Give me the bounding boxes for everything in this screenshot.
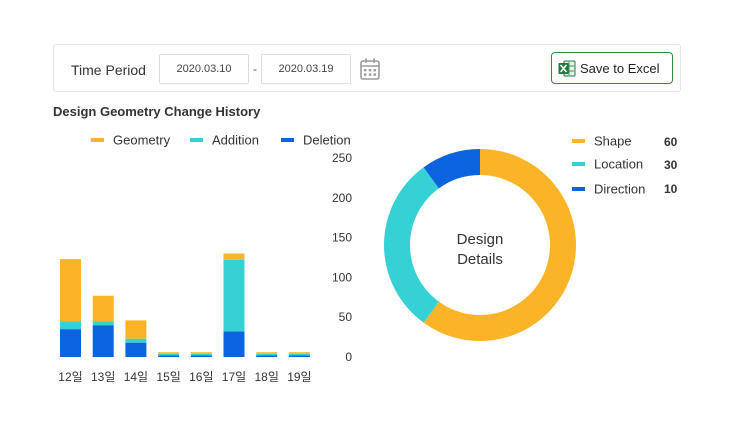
excel-icon [558, 60, 576, 77]
y-tick-label: 200 [332, 191, 352, 205]
donut-legend-shape-value: 60 [664, 135, 678, 149]
x-tick-label: 17일 [222, 370, 246, 384]
filter-bar: Time Period 2020.03.10 - 2020.03.19 Save… [53, 44, 681, 92]
bar-segment-geometry [288, 352, 310, 354]
donut-legend-direction: Direction [572, 181, 645, 197]
legend-geometry: Geometry [91, 132, 170, 148]
legend-deletion-label: Deletion [303, 132, 351, 148]
y-tick-label: 0 [345, 350, 352, 364]
donut-legend-location-swatch [572, 161, 585, 166]
donut-slice-shape [423, 149, 576, 341]
bar-segment-deletion [256, 355, 278, 357]
start-date-input[interactable]: 2020.03.10 [159, 54, 249, 84]
bar-segment-geometry [223, 253, 245, 260]
bar-segment-addition [288, 353, 310, 356]
bar-segment-addition [223, 259, 245, 332]
y-tick-label: 150 [332, 231, 352, 245]
legend-deletion: Deletion [281, 132, 351, 148]
donut-legend-direction-value: 10 [664, 182, 678, 196]
bar-segment-addition [92, 321, 114, 326]
donut-center-line-2: Details [457, 251, 503, 268]
x-tick-label: 15일 [156, 370, 180, 384]
donut-slice-location [384, 167, 439, 323]
legend-geometry-label: Geometry [113, 132, 171, 148]
bar-segment-deletion [125, 342, 147, 357]
bar-segment-addition [256, 353, 278, 356]
y-tick-label: 50 [339, 310, 353, 324]
donut-legend-location-value: 30 [664, 158, 678, 172]
legend-addition-swatch [190, 137, 203, 142]
bar-segment-deletion [158, 355, 180, 357]
x-tick-label: 18일 [255, 370, 279, 384]
donut-legend-direction-swatch [572, 186, 585, 191]
x-tick-label: 16일 [189, 370, 213, 384]
bar-segment-deletion [190, 355, 212, 357]
bar-segment-geometry [92, 295, 114, 322]
legend-addition-label: Addition [212, 132, 259, 148]
save-to-excel-button[interactable]: Save to Excel [551, 52, 673, 84]
save-to-excel-label: Save to Excel [580, 61, 660, 76]
x-tick-label: 14일 [124, 370, 148, 384]
bar-segment-geometry [125, 320, 147, 339]
end-date-input[interactable]: 2020.03.19 [261, 54, 351, 84]
donut-slice-direction [423, 149, 480, 189]
calendar-icon[interactable] [359, 57, 381, 81]
x-tick-label: 13일 [91, 370, 115, 384]
bar-segment-deletion [92, 325, 114, 357]
bar-segment-addition [125, 338, 147, 343]
legend-addition: Addition [190, 132, 259, 148]
bar-segment-geometry [60, 259, 81, 322]
y-tick-label: 100 [332, 270, 352, 284]
bar-segment-addition [60, 321, 81, 330]
donut-legend-direction-label: Direction [594, 181, 646, 197]
donut-legend-shape: Shape [572, 133, 632, 149]
x-tick-label: 12일 [58, 370, 82, 384]
donut-legend-location-label: Location [594, 156, 644, 172]
time-period-label: Time Period [71, 62, 146, 78]
bar-segment-geometry [190, 352, 212, 354]
bar-segment-geometry [158, 352, 180, 354]
donut-center-label: Design Details [430, 230, 530, 270]
donut-legend-shape-label: Shape [594, 133, 632, 149]
bar-segment-geometry [256, 352, 278, 354]
chart-section-title: Design Geometry Change History [53, 104, 261, 119]
bar-segment-addition [158, 353, 180, 356]
bar-segment-deletion [223, 331, 245, 357]
x-tick-label: 19일 [287, 370, 311, 384]
y-tick-label: 250 [332, 151, 352, 165]
donut-center-line-1: Design [456, 231, 504, 248]
donut-legend-shape-swatch [572, 138, 585, 143]
date-separator: - [253, 62, 257, 76]
donut-legend-location: Location [572, 156, 643, 172]
legend-geometry-swatch [91, 137, 104, 142]
bar-segment-deletion [60, 329, 81, 357]
legend-deletion-swatch [281, 137, 294, 142]
bar-segment-deletion [288, 355, 310, 357]
bar-segment-addition [190, 353, 212, 356]
